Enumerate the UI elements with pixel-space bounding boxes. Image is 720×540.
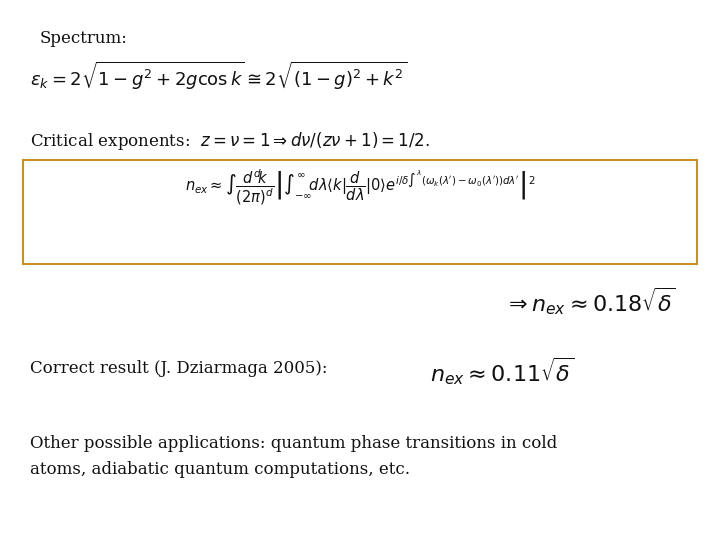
Text: Spectrum:: Spectrum: <box>40 30 128 47</box>
Text: Other possible applications: quantum phase transitions in cold
atoms, adiabatic : Other possible applications: quantum pha… <box>30 435 557 478</box>
Text: Correct result (J. Dziarmaga 2005):: Correct result (J. Dziarmaga 2005): <box>30 360 328 377</box>
Text: $\varepsilon_k = 2\sqrt{1-g^2+2g\cos k} \cong 2\sqrt{(1-g)^2+k^2}$: $\varepsilon_k = 2\sqrt{1-g^2+2g\cos k} … <box>30 60 408 92</box>
Text: Critical exponents:  $z=\nu =1 \Rightarrow d\nu/(z\nu +1)=1/2$.: Critical exponents: $z=\nu =1 \Rightarro… <box>30 130 430 152</box>
Text: $n_{ex} \approx 0.11\sqrt{\delta}$: $n_{ex} \approx 0.11\sqrt{\delta}$ <box>430 355 575 387</box>
Text: $n_{ex} \approx \int \dfrac{d^d\!k}{(2\pi)^d} \left|\int_{-\infty}^{\infty}\!d\l: $n_{ex} \approx \int \dfrac{d^d\!k}{(2\p… <box>185 167 535 207</box>
FancyBboxPatch shape <box>23 160 697 264</box>
Text: $\Rightarrow n_{ex} \approx 0.18\sqrt{\delta}$: $\Rightarrow n_{ex} \approx 0.18\sqrt{\d… <box>504 285 676 317</box>
